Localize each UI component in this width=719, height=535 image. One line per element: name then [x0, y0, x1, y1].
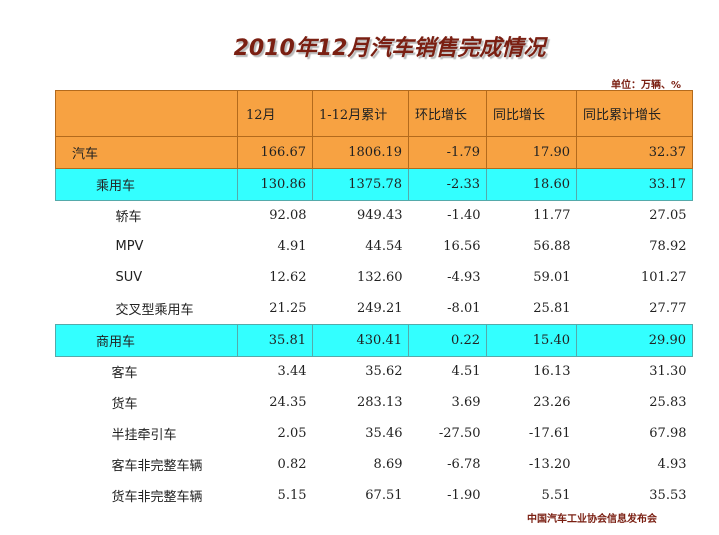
table-cell: 5.51 — [541, 487, 571, 503]
table-row: MPV 4.91 44.54 16.56 56.88 78.92 — [56, 231, 693, 262]
table-cell: 4.51 — [451, 364, 481, 380]
table-cell: 35.81 — [237, 323, 313, 357]
table-cell: 67.51 — [365, 487, 403, 503]
table-cell: 24.35 — [269, 395, 307, 411]
table-cell: 31.30 — [649, 364, 687, 380]
header-cell-month: 12月 — [237, 90, 313, 137]
table-cell: 44.54 — [365, 239, 403, 255]
sales-table-body: 12月 1-12月累计 环比增长 同比增长 同比累计增长 汽车 166.67 180… — [55, 90, 693, 511]
table-cell: 166.67 — [237, 136, 313, 169]
table-cell: 25.81 — [533, 300, 571, 316]
table-row: 客车非完整车辆 0.82 8.69 -6.78 -13.20 4.93 — [56, 449, 693, 480]
table-row: 交叉型乘用车 21.25 249.21 -8.01 25.81 27.77 — [56, 293, 693, 324]
table-cell: 0.82 — [277, 456, 307, 472]
table-cell: 56.88 — [533, 239, 571, 255]
table-cell: -4.93 — [447, 270, 481, 286]
table-cell: 23.26 — [533, 395, 571, 411]
row-label: 汽车 — [55, 136, 238, 169]
table-cell: 21.25 — [269, 300, 307, 316]
table-cell: 283.13 — [357, 395, 403, 411]
table-cell: 1806.19 — [312, 136, 409, 169]
table-cell: 67.98 — [649, 426, 687, 442]
table-cell: 92.08 — [269, 208, 307, 224]
table-cell: 16.13 — [533, 364, 571, 380]
table-cell: -2.33 — [408, 167, 487, 201]
table-cell: 18.60 — [486, 167, 577, 201]
table-cell: 3.44 — [277, 364, 307, 380]
table-cell: -8.01 — [447, 300, 481, 316]
row-label: MPV — [115, 239, 144, 255]
row-label: 交叉型乘用车 — [115, 302, 194, 318]
table-cell: 11.77 — [533, 208, 571, 224]
top-bar — [0, 0, 719, 10]
row-label: 半挂牵引车 — [111, 428, 177, 444]
table-cell: 101.27 — [641, 270, 687, 286]
table-cell: 249.21 — [357, 300, 403, 316]
header-cell-blank — [55, 90, 238, 137]
table-cell: 17.90 — [486, 136, 577, 169]
table-cell: -1.79 — [408, 136, 487, 169]
row-label: 货车非完整车辆 — [111, 489, 203, 505]
table-cell: 949.43 — [357, 208, 403, 224]
table-cell: -27.50 — [438, 426, 481, 442]
table-cell: 130.86 — [237, 167, 313, 201]
table-cell: 59.01 — [533, 270, 571, 286]
table-cell: 16.56 — [443, 239, 481, 255]
table-cell: -13.20 — [528, 456, 571, 472]
table-cell: 35.46 — [365, 426, 403, 442]
table-cell: 32.37 — [576, 136, 693, 169]
table-cell: 35.53 — [649, 487, 687, 503]
table-cell: 4.93 — [657, 456, 687, 472]
table-cell: 4.91 — [277, 239, 307, 255]
table-cell: 0.22 — [408, 323, 487, 357]
table-row: 汽车 166.67 1806.19 -1.79 17.90 32.37 — [55, 136, 693, 169]
table-cell: 430.41 — [312, 323, 409, 357]
header-cell-mom-growth: 环比增长 — [408, 90, 487, 137]
row-label: 货车 — [111, 397, 138, 413]
header-cell-cumulative: 1-12月累计 — [312, 90, 409, 137]
table-cell: 2.05 — [277, 426, 307, 442]
row-label: 客车非完整车辆 — [111, 458, 203, 474]
table-row: 货车 24.35 283.13 3.69 23.26 25.83 — [56, 387, 693, 418]
table-cell: 27.77 — [649, 300, 687, 316]
footer-source: 中国汽车工业协会信息发布会 — [527, 514, 657, 525]
table-row: 轿车 92.08 949.43 -1.40 11.77 27.05 — [56, 200, 693, 231]
header-cell-yoy-cumulative-growth: 同比累计增长 — [576, 90, 693, 137]
table-cell: -17.61 — [528, 426, 571, 442]
table-cell: 132.60 — [357, 270, 403, 286]
table-row: 商用车 35.81 430.41 0.22 15.40 29.90 — [55, 323, 693, 357]
table-cell: -6.78 — [447, 456, 481, 472]
table-cell: 27.05 — [649, 208, 687, 224]
table-cell: 5.15 — [277, 487, 307, 503]
table-row: 半挂牵引车 2.05 35.46 -27.50 -17.61 67.98 — [56, 418, 693, 449]
table-cell: 12.62 — [269, 270, 307, 286]
row-label: 乘用车 — [55, 167, 238, 201]
unit-note: 单位：万辆、% — [610, 80, 681, 91]
row-label: 商用车 — [55, 323, 238, 357]
header-cell-yoy-growth: 同比增长 — [486, 90, 577, 137]
table-cell: 8.69 — [373, 456, 403, 472]
table-row: 乘用车 130.86 1375.78 -2.33 18.60 33.17 — [55, 167, 693, 201]
table-cell: 35.62 — [365, 364, 403, 380]
table-cell: 29.90 — [576, 323, 693, 357]
table-cell: 78.92 — [649, 239, 687, 255]
sales-table: 12月 1-12月累计 环比增长 同比增长 同比累计增长 汽车 166.67 180… — [55, 90, 693, 511]
table-cell: -1.90 — [447, 487, 481, 503]
row-label: 轿车 — [115, 210, 142, 226]
table-row: 货车非完整车辆 5.15 67.51 -1.90 5.51 35.53 — [56, 480, 693, 511]
table-cell: -1.40 — [447, 208, 481, 224]
page-title: 2010年12月汽车销售完成情况 — [233, 36, 546, 61]
table-cell: 1375.78 — [312, 167, 409, 201]
table-cell: 33.17 — [576, 167, 693, 201]
row-label: SUV — [115, 270, 143, 286]
table-row: SUV 12.62 132.60 -4.93 59.01 101.27 — [56, 262, 693, 293]
table-cell: 25.83 — [649, 395, 687, 411]
table-cell: 15.40 — [486, 323, 577, 357]
header-row: 12月 1-12月累计 环比增长 同比增长 同比累计增长 — [55, 90, 693, 137]
table-row: 客车 3.44 35.62 4.51 16.13 31.30 — [56, 356, 693, 387]
table-cell: 3.69 — [451, 395, 481, 411]
row-label: 客车 — [111, 366, 138, 382]
